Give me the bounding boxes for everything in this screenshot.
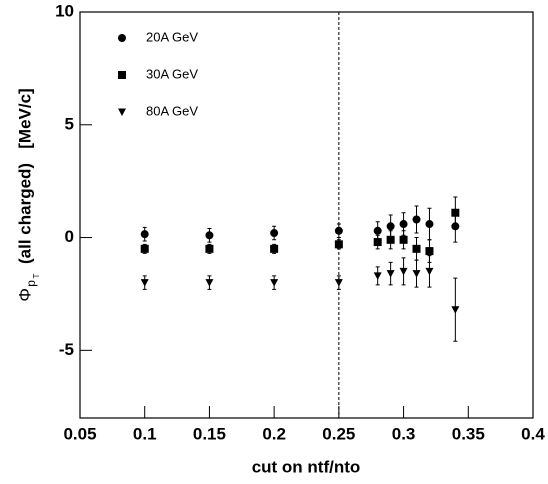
x-tick-label: 0.3	[392, 424, 416, 443]
marker	[140, 230, 149, 239]
marker	[386, 270, 395, 278]
y-label-symbol: Φ	[15, 288, 34, 302]
marker	[386, 235, 395, 244]
x-tick-label: 0.15	[193, 424, 226, 443]
legend-label: 30A GeV	[146, 66, 198, 81]
y-tick-label: 0	[65, 227, 74, 246]
marker	[140, 244, 149, 253]
marker	[451, 208, 460, 217]
x-tick-label: 0.1	[133, 424, 157, 443]
marker	[270, 279, 279, 287]
x-tick-label: 0.25	[322, 424, 355, 443]
marker	[205, 279, 214, 287]
marker	[270, 244, 279, 253]
y-tick-label: -5	[59, 340, 74, 359]
y-axis-label: Φ p T (all charged) [MeV/c]	[15, 88, 41, 301]
x-tick-label: 0.4	[521, 424, 545, 443]
marker	[412, 270, 421, 278]
marker	[205, 244, 214, 253]
marker	[412, 244, 421, 253]
legend-marker	[118, 34, 126, 42]
y-tick-label: 10	[55, 1, 74, 20]
legend-marker	[118, 108, 126, 116]
marker	[399, 235, 408, 244]
marker	[205, 231, 214, 240]
y-label-sub: p	[24, 280, 38, 287]
x-tick-label: 0.35	[452, 424, 485, 443]
x-tick-label: 0.05	[63, 424, 96, 443]
marker	[425, 247, 434, 256]
marker	[270, 229, 279, 238]
marker	[412, 215, 421, 224]
legend-marker	[118, 71, 126, 79]
marker	[140, 279, 149, 287]
marker	[399, 220, 408, 229]
x-tick-label: 0.2	[262, 424, 286, 443]
legend-label: 80A GeV	[146, 103, 198, 118]
marker	[334, 226, 343, 235]
marker	[373, 272, 382, 280]
marker	[386, 222, 395, 231]
marker	[425, 220, 434, 229]
marker	[334, 279, 343, 287]
x-axis-label: cut on ntf/nto	[252, 457, 361, 476]
marker	[334, 240, 343, 249]
y-tick-label: 5	[65, 114, 74, 133]
y-label-subsub: T	[32, 273, 41, 278]
marker	[451, 306, 460, 314]
marker	[373, 226, 382, 235]
marker	[399, 267, 408, 276]
marker	[425, 267, 434, 276]
marker	[373, 238, 382, 247]
plot-frame	[79, 11, 534, 419]
y-label-text: (all charged) [MeV/c]	[15, 88, 34, 264]
legend-label: 20A GeV	[146, 29, 198, 44]
